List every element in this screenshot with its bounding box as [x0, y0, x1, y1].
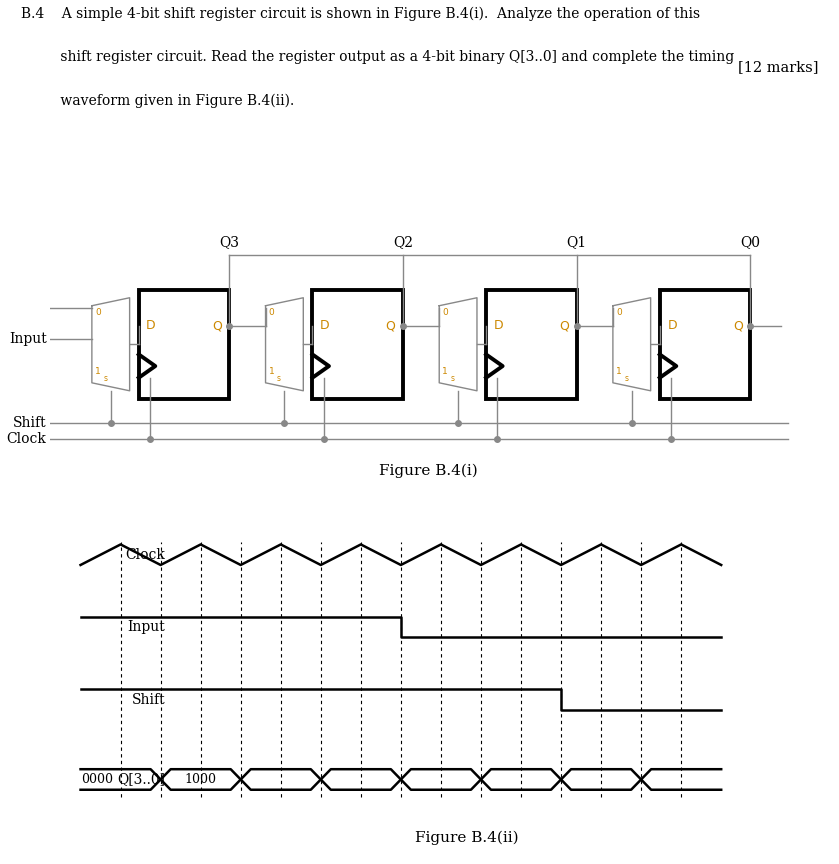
Text: Input: Input: [128, 620, 165, 634]
Text: D: D: [320, 319, 330, 333]
Text: shift register circuit. Read the register output as a 4-bit binary Q[3..0] and c: shift register circuit. Read the registe…: [21, 50, 734, 64]
Text: Q1: Q1: [566, 235, 586, 249]
Text: 0: 0: [95, 308, 101, 317]
Text: 0: 0: [268, 308, 274, 317]
Text: 1: 1: [442, 367, 448, 377]
Text: Q: Q: [386, 319, 395, 333]
Text: Shift: Shift: [132, 693, 165, 707]
Text: Q: Q: [212, 319, 221, 333]
Text: Q: Q: [560, 319, 569, 333]
Text: 0: 0: [616, 308, 622, 317]
Text: Figure B.4(i): Figure B.4(i): [378, 463, 477, 478]
Text: Clock: Clock: [7, 432, 46, 446]
Text: 0: 0: [442, 308, 448, 317]
Text: D: D: [493, 319, 503, 333]
Bar: [486, 289, 576, 399]
Text: Figure B.4(ii): Figure B.4(ii): [414, 831, 519, 845]
Text: D: D: [667, 319, 677, 333]
Text: 1000: 1000: [185, 773, 216, 786]
Text: s: s: [103, 374, 107, 383]
Text: Q3: Q3: [219, 235, 239, 249]
Bar: [138, 289, 229, 399]
Text: s: s: [451, 374, 455, 383]
Text: 0000: 0000: [81, 773, 113, 786]
Text: s: s: [277, 374, 281, 383]
Text: Clock: Clock: [126, 548, 165, 562]
Text: [12 marks]: [12 marks]: [737, 60, 818, 74]
Text: Shift: Shift: [13, 416, 46, 429]
Text: Q: Q: [733, 319, 743, 333]
Text: 1: 1: [616, 367, 622, 377]
Text: D: D: [146, 319, 156, 333]
Text: Input: Input: [9, 332, 46, 346]
Text: Q[3..0]: Q[3..0]: [117, 772, 165, 786]
Text: B.4    A simple 4-bit shift register circuit is shown in Figure B.4(i).  Analyze: B.4 A simple 4-bit shift register circui…: [21, 6, 700, 21]
Text: 1: 1: [268, 367, 274, 377]
Bar: [659, 289, 750, 399]
Bar: [312, 289, 403, 399]
Text: Q0: Q0: [740, 235, 760, 249]
Text: 1: 1: [95, 367, 101, 377]
Text: Q2: Q2: [393, 235, 413, 249]
Text: waveform given in Figure B.4(ii).: waveform given in Figure B.4(ii).: [21, 94, 294, 108]
Text: s: s: [624, 374, 628, 383]
